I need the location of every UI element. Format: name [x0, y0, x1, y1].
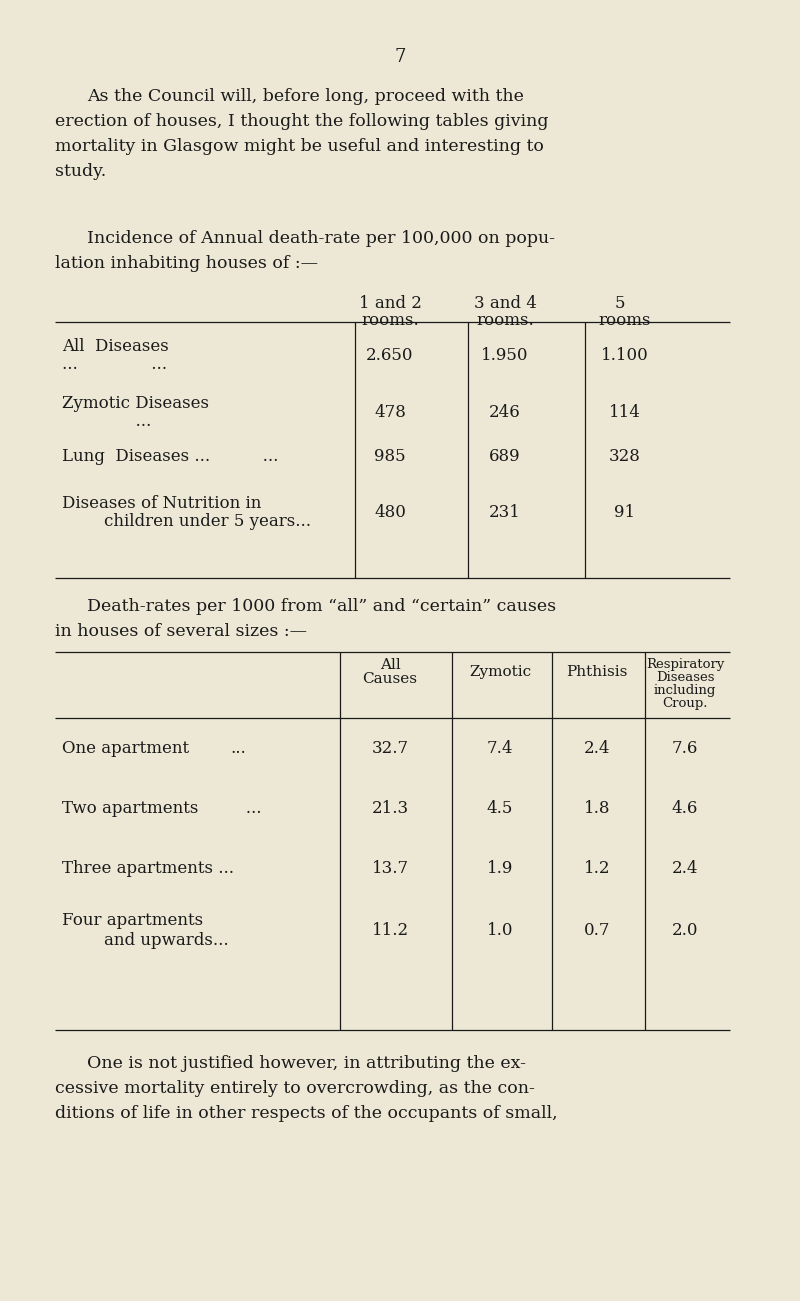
- Text: erection of houses, I thought the following tables giving: erection of houses, I thought the follow…: [55, 113, 549, 130]
- Text: 7: 7: [394, 48, 406, 66]
- Text: Zymotic Diseases: Zymotic Diseases: [62, 396, 209, 412]
- Text: in houses of several sizes :—: in houses of several sizes :—: [55, 623, 307, 640]
- Text: Lung  Diseases ...          ...: Lung Diseases ... ...: [62, 448, 278, 464]
- Text: 478: 478: [374, 405, 406, 422]
- Text: 480: 480: [374, 503, 406, 520]
- Text: Croup.: Croup.: [662, 697, 708, 710]
- Text: 1.8: 1.8: [584, 800, 610, 817]
- Text: ...: ...: [230, 800, 262, 817]
- Text: lation inhabiting houses of :—: lation inhabiting houses of :—: [55, 255, 318, 272]
- Text: ...              ...: ... ...: [62, 356, 167, 373]
- Text: cessive mortality entirely to overcrowding, as the con-: cessive mortality entirely to overcrowdi…: [55, 1080, 535, 1097]
- Text: 2.4: 2.4: [584, 740, 610, 757]
- Text: 4.5: 4.5: [487, 800, 513, 817]
- Text: 3 and 4: 3 and 4: [474, 295, 537, 312]
- Text: 246: 246: [489, 405, 521, 422]
- Text: children under 5 years...: children under 5 years...: [62, 513, 311, 530]
- Text: and upwards...: and upwards...: [62, 932, 229, 948]
- Text: study.: study.: [55, 163, 106, 180]
- Text: 4.6: 4.6: [672, 800, 698, 817]
- Text: 1.0: 1.0: [486, 922, 514, 939]
- Text: ...: ...: [230, 740, 246, 757]
- Text: ...: ...: [62, 412, 151, 431]
- Text: Death-rates per 1000 from “all” and “certain” causes: Death-rates per 1000 from “all” and “cer…: [87, 598, 556, 615]
- Text: Diseases: Diseases: [656, 671, 714, 684]
- Text: rooms.: rooms.: [361, 312, 419, 329]
- Text: 0.7: 0.7: [584, 922, 610, 939]
- Text: 985: 985: [374, 448, 406, 464]
- Text: 1.100: 1.100: [601, 347, 649, 364]
- Text: rooms.: rooms.: [476, 312, 534, 329]
- Text: 32.7: 32.7: [371, 740, 409, 757]
- Text: 5: 5: [615, 295, 634, 312]
- Text: One is not justified however, in attributing the ex-: One is not justified however, in attribu…: [87, 1055, 526, 1072]
- Text: 1.9: 1.9: [487, 860, 513, 877]
- Text: rooms: rooms: [598, 312, 651, 329]
- Text: 1.950: 1.950: [482, 347, 529, 364]
- Text: Causes: Causes: [362, 673, 418, 686]
- Text: Diseases of Nutrition in: Diseases of Nutrition in: [62, 494, 262, 513]
- Text: mortality in Glasgow might be useful and interesting to: mortality in Glasgow might be useful and…: [55, 138, 544, 155]
- Text: 7.6: 7.6: [672, 740, 698, 757]
- Text: 1 and 2: 1 and 2: [358, 295, 422, 312]
- Text: 91: 91: [614, 503, 635, 520]
- Text: All: All: [380, 658, 400, 673]
- Text: including: including: [654, 684, 716, 697]
- Text: 11.2: 11.2: [371, 922, 409, 939]
- Text: Four apartments: Four apartments: [62, 912, 203, 929]
- Text: 689: 689: [489, 448, 521, 464]
- Text: Respiratory: Respiratory: [646, 658, 724, 671]
- Text: Phthisis: Phthisis: [566, 665, 628, 679]
- Text: 2.4: 2.4: [672, 860, 698, 877]
- Text: Two apartments: Two apartments: [62, 800, 198, 817]
- Text: Zymotic: Zymotic: [469, 665, 531, 679]
- Text: One apartment: One apartment: [62, 740, 189, 757]
- Text: As the Council will, before long, proceed with the: As the Council will, before long, procee…: [87, 88, 524, 105]
- Text: All  Diseases: All Diseases: [62, 338, 169, 355]
- Text: 328: 328: [609, 448, 641, 464]
- Text: Three apartments ...: Three apartments ...: [62, 860, 234, 877]
- Text: 13.7: 13.7: [371, 860, 409, 877]
- Text: Incidence of Annual death-rate per 100,000 on popu-: Incidence of Annual death-rate per 100,0…: [87, 230, 555, 247]
- Text: 114: 114: [609, 405, 641, 422]
- Text: 231: 231: [489, 503, 521, 520]
- Text: 2.0: 2.0: [672, 922, 698, 939]
- Text: ditions of life in other respects of the occupants of small,: ditions of life in other respects of the…: [55, 1105, 558, 1121]
- Text: 21.3: 21.3: [371, 800, 409, 817]
- Text: 1.2: 1.2: [584, 860, 610, 877]
- Text: 2.650: 2.650: [366, 347, 414, 364]
- Text: 7.4: 7.4: [486, 740, 514, 757]
